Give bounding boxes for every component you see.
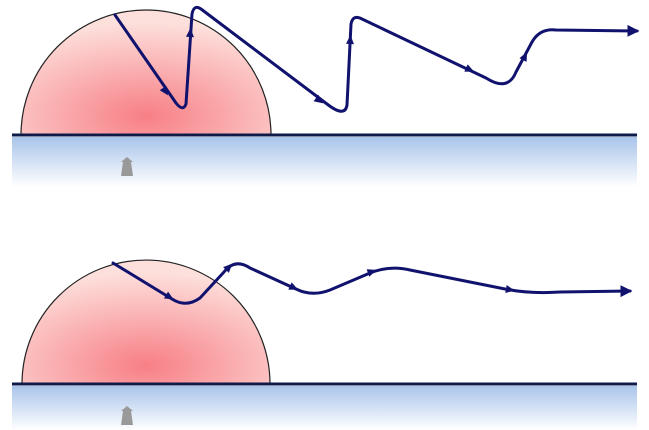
droplet bbox=[22, 260, 270, 384]
panel-top bbox=[12, 7, 637, 187]
droplet bbox=[21, 10, 271, 135]
substrate bbox=[12, 386, 637, 430]
diagram bbox=[0, 0, 649, 430]
panel-bottom bbox=[12, 260, 637, 430]
substrate bbox=[12, 137, 637, 187]
